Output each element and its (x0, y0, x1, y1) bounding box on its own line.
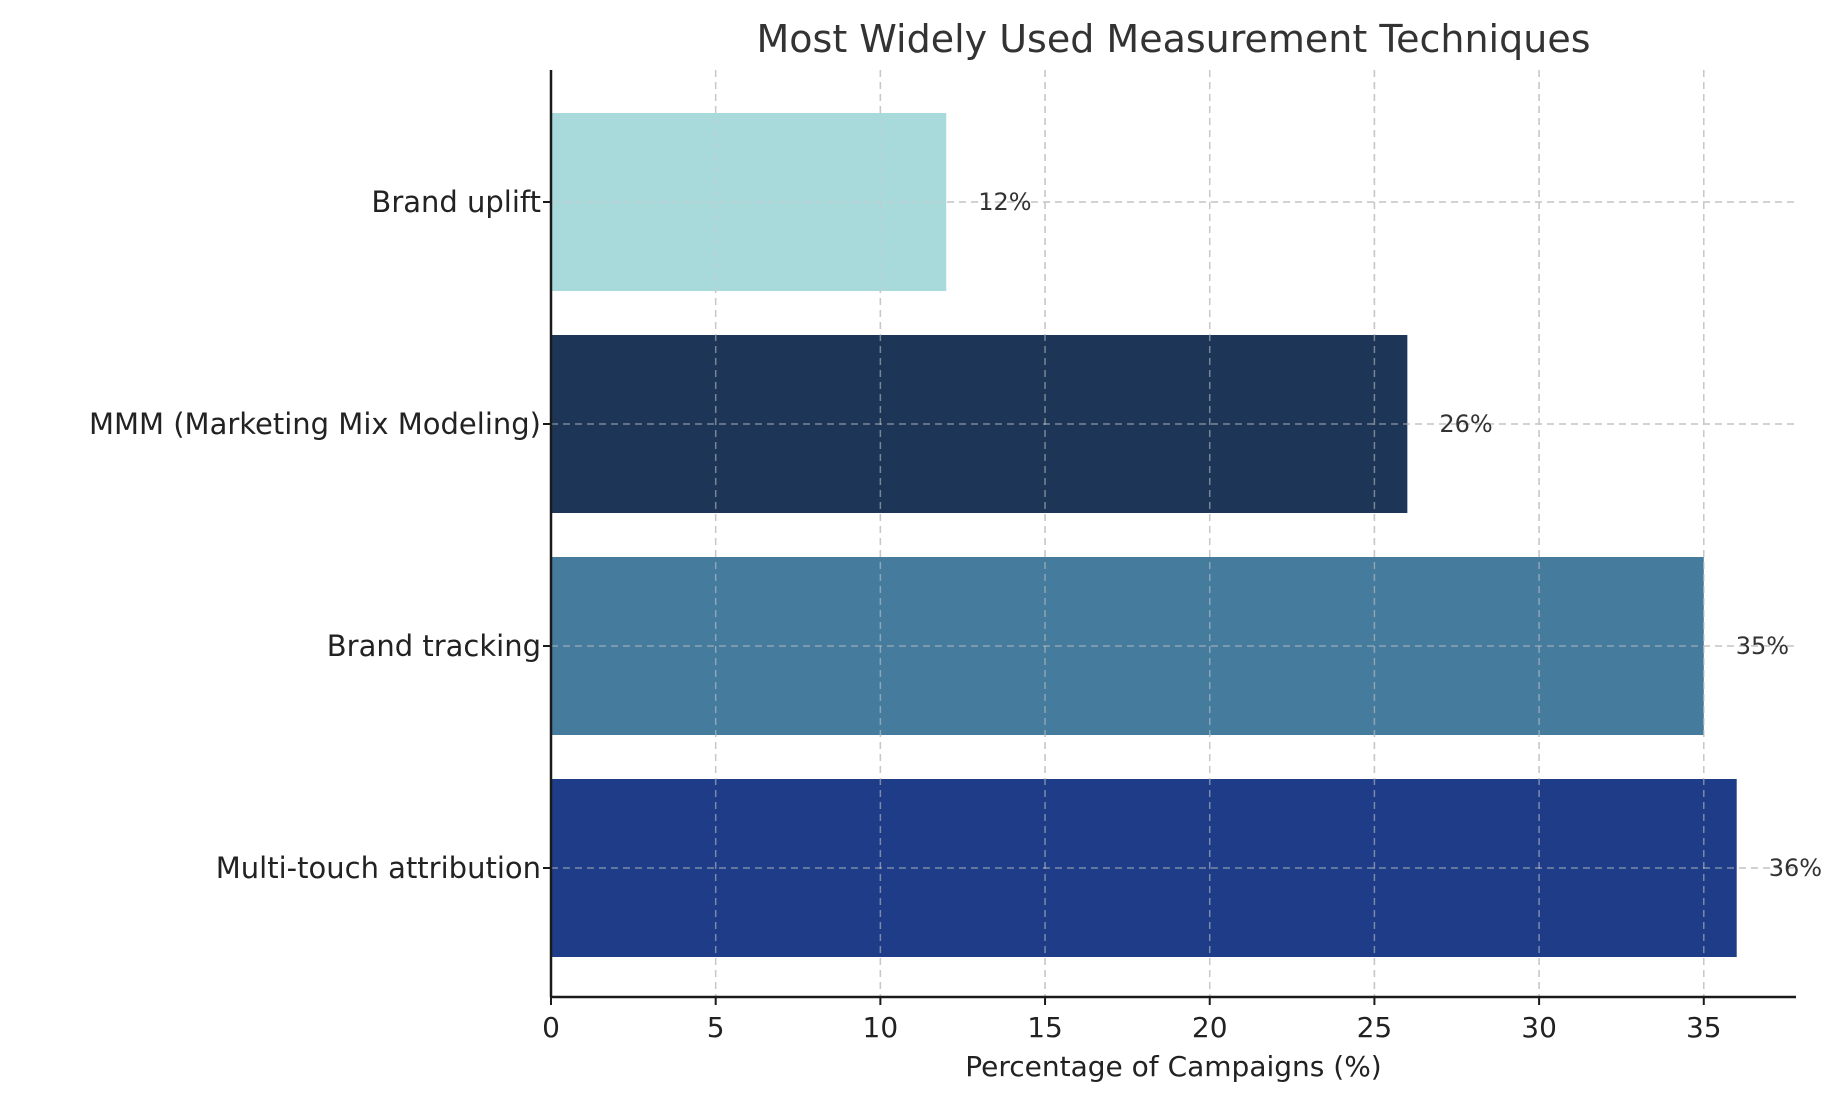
category-label: Brand tracking (327, 629, 541, 663)
chart-title: Most Widely Used Measurement Techniques (756, 17, 1590, 61)
value-label: 35% (1736, 632, 1789, 660)
value-label: 26% (1439, 410, 1492, 438)
x-tick-label: 15 (1027, 1011, 1063, 1044)
grid-overlay (551, 70, 1796, 997)
x-tick-label: 35 (1686, 1011, 1722, 1044)
axis-layer (543, 70, 1796, 1005)
x-axis-label: Percentage of Campaigns (%) (965, 1050, 1381, 1083)
label-layer: 0 5 10 15 20 25 30 35 Multi-touch attribution Bra… (89, 185, 1822, 1044)
x-tick-label: 0 (542, 1011, 560, 1044)
value-label: 36% (1769, 854, 1822, 882)
category-label: MMM (Marketing Mix Modeling) (89, 407, 541, 441)
category-label: Multi-touch attribution (216, 851, 541, 885)
x-tick-label: 10 (863, 1011, 899, 1044)
x-tick-label: 25 (1357, 1011, 1393, 1044)
bar (551, 335, 1408, 513)
category-label: Brand uplift (371, 185, 541, 219)
bar-layer (551, 70, 1796, 997)
x-tick-label: 20 (1192, 1011, 1228, 1044)
x-tick-label: 5 (707, 1011, 725, 1044)
x-tick-label: 30 (1521, 1011, 1557, 1044)
value-label: 12% (978, 188, 1031, 216)
